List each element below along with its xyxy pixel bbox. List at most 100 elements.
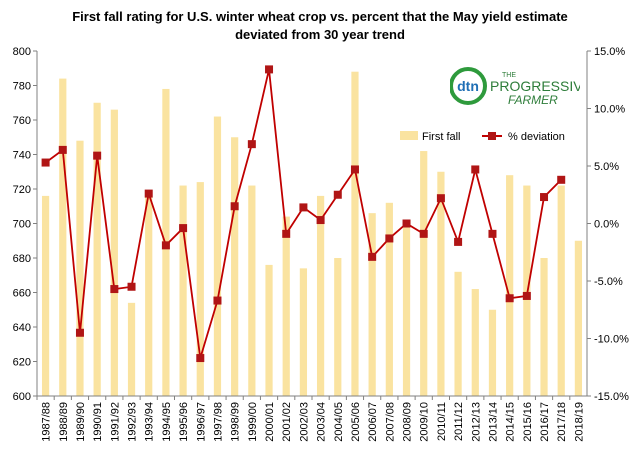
deviation-marker-2004/05 — [333, 190, 342, 199]
bar-2006/07 — [368, 213, 376, 396]
deviation-marker-1997/98 — [213, 296, 222, 305]
bar-2013/14 — [488, 309, 497, 396]
deviation-marker-2017/18 — [557, 175, 566, 184]
bar-1999/00 — [248, 185, 256, 396]
deviation-marker-1988/89 — [58, 145, 67, 154]
x-tick-label: 2006/07 — [367, 402, 379, 442]
deviation-marker-2016/17 — [540, 193, 549, 202]
x-tick-label: 2012/13 — [470, 402, 482, 442]
right-tick-label: 15.0% — [594, 46, 625, 58]
deviation-marker-1994/95 — [161, 241, 170, 250]
bar-2002/03 — [299, 268, 308, 396]
deviation-marker-1998/99 — [230, 202, 239, 211]
dtn-progressive-farmer-logo: dtn THE PROGRESSIVE FARMER — [450, 67, 580, 106]
bar-2010/11 — [437, 171, 445, 396]
deviation-marker-2005/06 — [350, 165, 359, 174]
x-tick-label: 2011/12 — [453, 402, 465, 441]
bar-1987/88 — [41, 195, 50, 396]
legend-swatch-first-fall — [400, 131, 418, 140]
x-tick-label: 2007/08 — [384, 402, 396, 442]
bar-2011/12 — [454, 271, 462, 396]
bar-1993/94 — [145, 195, 153, 396]
x-tick-label: 1996/97 — [195, 402, 207, 442]
bar-1990/91 — [93, 102, 101, 396]
x-tick-label: 1994/95 — [161, 402, 173, 442]
bar-1991/92 — [110, 109, 118, 397]
x-tick-label: 1997/98 — [212, 402, 224, 442]
chart-title: First fall rating for U.S. winter wheat … — [72, 9, 568, 24]
line-layer — [41, 65, 566, 363]
left-tick-label: 720 — [13, 184, 31, 196]
deviation-marker-2011/12 — [454, 237, 463, 246]
bar-1995/96 — [179, 185, 187, 396]
x-tick-label: 1988/89 — [58, 402, 70, 442]
x-tick-label: 2013/14 — [487, 402, 499, 442]
x-tick-label: 2008/09 — [402, 402, 414, 442]
x-tick-label: 2000/01 — [264, 402, 276, 442]
deviation-marker-2007/08 — [385, 234, 394, 243]
bar-2005/06 — [351, 71, 359, 396]
x-tick-label: 2018/19 — [573, 402, 585, 442]
right-tick-label: 5.0% — [594, 161, 619, 173]
deviation-marker-1992/93 — [127, 282, 136, 291]
x-tick-label: 2017/18 — [556, 402, 568, 442]
x-tick-label: 2004/05 — [333, 402, 345, 442]
x-tick-label: 1995/96 — [178, 402, 190, 442]
legend-swatch-marker-deviation — [488, 132, 496, 140]
left-tick-label: 800 — [13, 46, 31, 58]
left-tick-label: 780 — [13, 81, 31, 93]
x-tick-label: 2001/02 — [281, 402, 293, 442]
deviation-marker-2010/11 — [436, 194, 445, 203]
x-tick-label: 2002/03 — [298, 402, 310, 442]
deviation-marker-2002/03 — [299, 203, 308, 212]
x-tick-label: 2016/17 — [539, 402, 551, 442]
logo-badge-text: dtn — [457, 78, 479, 94]
legend: First fall % deviation — [400, 131, 565, 143]
bar-1989/90 — [76, 140, 84, 396]
x-tick-label: 2009/10 — [419, 402, 431, 442]
logo-line2: PROGRESSIVE — [490, 78, 580, 94]
right-tick-label: -10.0% — [594, 334, 629, 346]
deviation-marker-2006/07 — [368, 252, 377, 261]
right-tick-label: -15.0% — [594, 391, 629, 403]
x-tick-label: 2003/04 — [316, 402, 328, 442]
bar-2012/13 — [471, 289, 479, 396]
deviation-marker-1996/97 — [196, 354, 205, 363]
x-tick-label: 1989/90 — [75, 402, 87, 442]
x-tick-label: 1998/99 — [230, 402, 242, 442]
bar-1997/98 — [213, 116, 222, 397]
right-tick-label: 10.0% — [594, 104, 625, 116]
deviation-marker-2014/15 — [505, 294, 514, 303]
x-tick-label: 1993/94 — [144, 402, 156, 442]
axes-layer: 600 620 640 660 680 700 720 740 760 780 800 -15.0% -… — [13, 46, 629, 442]
bar-2018/19 — [574, 240, 583, 396]
deviation-marker-1990/91 — [93, 151, 102, 160]
deviation-marker-2008/09 — [402, 219, 411, 228]
x-tick-label: 1990/91 — [92, 402, 104, 442]
deviation-marker-2013/14 — [488, 229, 497, 238]
deviation-marker-2001/02 — [282, 229, 291, 238]
bar-2000/01 — [265, 264, 273, 396]
x-tick-label: 1992/93 — [127, 402, 139, 442]
left-tick-label: 600 — [13, 391, 31, 403]
x-tick-label: 1987/88 — [41, 402, 53, 442]
left-tick-label: 640 — [13, 322, 31, 334]
bar-2016/17 — [540, 258, 548, 396]
right-tick-label: -5.0% — [594, 276, 623, 288]
bar-1998/99 — [231, 137, 239, 396]
x-tick-label: 1991/92 — [109, 402, 121, 442]
x-tick-label: 2015/16 — [522, 402, 534, 442]
x-tick-label: 2005/06 — [350, 402, 362, 442]
bar-1988/89 — [59, 78, 67, 396]
deviation-marker-2003/04 — [316, 216, 325, 225]
deviation-marker-2000/01 — [265, 65, 274, 74]
legend-label-deviation: % deviation — [508, 131, 565, 143]
deviation-marker-1995/96 — [179, 224, 188, 233]
bar-2014/15 — [506, 175, 514, 396]
legend-label-first-fall: First fall — [422, 131, 461, 143]
deviation-marker-1999/00 — [247, 140, 256, 149]
left-tick-label: 740 — [13, 150, 31, 162]
logo-line1: THE — [502, 72, 516, 79]
bar-2017/18 — [557, 185, 565, 396]
